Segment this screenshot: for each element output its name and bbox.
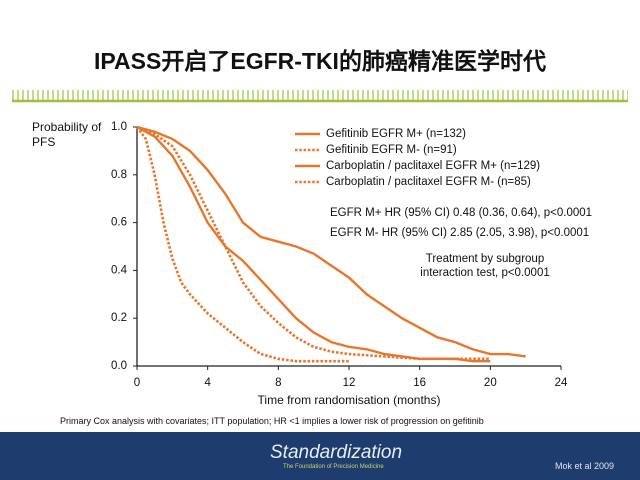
- y-tick-label: 0.6: [111, 217, 127, 229]
- footnote: Primary Cox analysis with covariates; IT…: [60, 416, 484, 426]
- y-tick-label: 0.4: [111, 264, 128, 276]
- legend-label: Gefitinib EGFR M- (n=91): [326, 144, 457, 156]
- annotation: EGFR M+ HR (95% CI) 0.48 (0.36, 0.64), p…: [330, 207, 593, 219]
- x-axis-label: Time from randomisation (months): [257, 393, 441, 407]
- y-axis-label: Probability of PFS: [32, 120, 102, 149]
- y-tick-label: 1.0: [111, 121, 127, 133]
- footer-logo: Standardization: [270, 442, 403, 463]
- annotation: EGFR M- HR (95% CI) 2.85 (2.05, 3.98), p…: [330, 227, 590, 239]
- y-tick-label: 0.2: [111, 312, 127, 324]
- legend-label: Carboplatin / paclitaxel EGFR M- (n=85): [326, 176, 531, 188]
- ruler-ticks: [12, 90, 628, 100]
- annotation: Treatment by subgroup interaction test, …: [420, 253, 550, 279]
- footer-tagline: The Foundation of Precision Medicine: [283, 464, 384, 470]
- footer-band: [0, 432, 640, 480]
- y-tick-label: 0.0: [111, 360, 127, 372]
- survival-curve: [136, 125, 491, 361]
- legend-label: Carboplatin / paclitaxel EGFR M+ (n=129): [326, 160, 540, 172]
- slide-title: IPASS开启了EGFR-TKI的肺癌精准医学时代: [94, 48, 546, 74]
- x-tick-label: 8: [275, 377, 281, 389]
- x-tick-label: 24: [555, 377, 568, 389]
- survival-curve: [135, 126, 349, 363]
- x-tick-label: 12: [343, 377, 356, 389]
- x-tick-label: 16: [413, 377, 426, 389]
- survival-curve: [136, 125, 526, 358]
- y-tick-label: 0.8: [111, 169, 127, 181]
- legend-label: Gefitinib EGFR M+ (n=132): [326, 128, 466, 140]
- x-tick-label: 20: [484, 377, 497, 389]
- x-tick-label: 4: [204, 377, 211, 389]
- citation: Mok et al 2009: [555, 461, 615, 471]
- x-tick-label: 0: [134, 377, 140, 389]
